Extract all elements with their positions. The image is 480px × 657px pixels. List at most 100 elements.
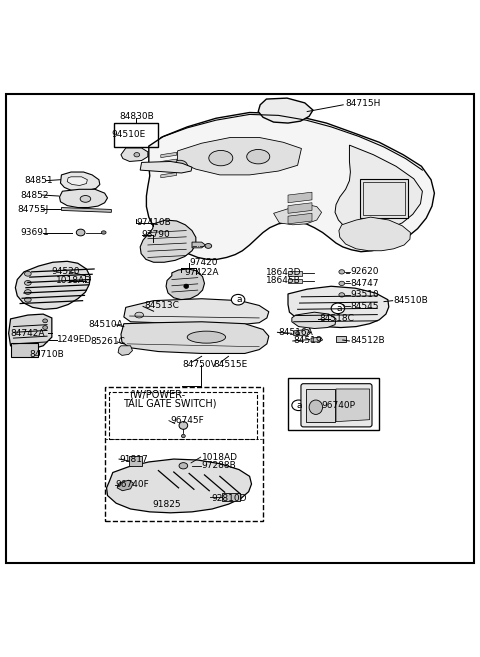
Polygon shape [67, 177, 87, 185]
Text: 84747: 84747 [350, 279, 379, 288]
Ellipse shape [179, 463, 188, 469]
Polygon shape [288, 193, 312, 203]
Text: a: a [297, 401, 302, 410]
Text: 84830B: 84830B [120, 112, 154, 121]
Text: 84851: 84851 [24, 176, 53, 185]
Text: 93691: 93691 [20, 228, 49, 237]
Text: 92810D: 92810D [211, 494, 247, 503]
Text: 84755J: 84755J [17, 205, 48, 214]
Ellipse shape [205, 244, 212, 248]
Polygon shape [60, 172, 100, 191]
Ellipse shape [135, 312, 144, 318]
Text: 84510A: 84510A [89, 320, 123, 329]
Text: 18645B: 18645B [266, 276, 301, 285]
Text: 18643D: 18643D [266, 268, 302, 277]
Ellipse shape [339, 281, 345, 286]
Ellipse shape [43, 319, 48, 323]
Text: 84750V: 84750V [182, 360, 217, 369]
Ellipse shape [24, 281, 31, 285]
Text: 84519: 84519 [294, 336, 323, 346]
Polygon shape [274, 205, 322, 225]
Polygon shape [9, 314, 52, 350]
Polygon shape [140, 220, 196, 262]
Text: 84518C: 84518C [319, 315, 354, 323]
Polygon shape [288, 214, 312, 224]
Text: 94510E: 94510E [111, 129, 146, 139]
Ellipse shape [43, 326, 48, 329]
Polygon shape [146, 112, 434, 260]
Bar [114, 123, 158, 147]
Text: 84545: 84545 [350, 302, 379, 311]
Ellipse shape [24, 290, 31, 294]
Text: 84510B: 84510B [394, 296, 428, 305]
Polygon shape [288, 203, 312, 214]
Ellipse shape [309, 400, 323, 415]
Polygon shape [336, 389, 370, 422]
Ellipse shape [80, 196, 91, 202]
Bar [288, 279, 302, 283]
Polygon shape [161, 173, 177, 178]
Text: a: a [336, 304, 342, 313]
Bar [306, 389, 335, 422]
Bar [288, 271, 302, 276]
Text: 92620: 92620 [350, 267, 379, 277]
Ellipse shape [292, 400, 305, 411]
Polygon shape [178, 137, 301, 175]
Ellipse shape [24, 271, 31, 276]
Text: 1018AD: 1018AD [56, 276, 92, 285]
Ellipse shape [296, 332, 300, 335]
Polygon shape [121, 322, 269, 353]
Text: 93790: 93790 [142, 231, 170, 239]
Ellipse shape [76, 229, 85, 236]
Ellipse shape [179, 422, 188, 429]
Ellipse shape [187, 331, 226, 343]
Ellipse shape [101, 231, 106, 234]
Polygon shape [118, 346, 132, 355]
Text: 84710B: 84710B [30, 350, 64, 359]
Text: 84852: 84852 [20, 191, 48, 200]
Polygon shape [192, 242, 205, 248]
Text: 84742A: 84742A [11, 328, 45, 338]
Ellipse shape [339, 270, 345, 274]
Bar [11, 343, 38, 357]
Polygon shape [121, 148, 148, 162]
Polygon shape [339, 217, 410, 251]
Ellipse shape [134, 152, 140, 157]
Polygon shape [161, 159, 177, 164]
Bar [222, 493, 240, 501]
Polygon shape [124, 299, 269, 325]
Text: 96745F: 96745F [170, 416, 204, 425]
Ellipse shape [339, 293, 345, 297]
Polygon shape [140, 162, 192, 173]
Bar [105, 387, 263, 522]
Text: 84715H: 84715H [346, 99, 381, 108]
Polygon shape [258, 98, 313, 123]
Text: 96740F: 96740F [115, 480, 149, 489]
Text: 1249ED: 1249ED [57, 335, 92, 344]
Ellipse shape [247, 149, 270, 164]
Bar [336, 336, 346, 342]
Polygon shape [311, 337, 323, 342]
Text: 91825: 91825 [153, 500, 181, 509]
Text: 96740P: 96740P [322, 401, 356, 410]
Text: 94520: 94520 [52, 267, 80, 277]
Text: 97410B: 97410B [137, 218, 171, 227]
Polygon shape [61, 208, 111, 212]
Text: 84513C: 84513C [144, 301, 179, 310]
Polygon shape [15, 261, 90, 309]
Polygon shape [335, 145, 422, 233]
Polygon shape [161, 152, 177, 158]
Polygon shape [161, 166, 177, 171]
Polygon shape [117, 480, 133, 491]
Text: 85261C: 85261C [90, 338, 125, 346]
Text: 97420: 97420 [190, 258, 218, 267]
Text: 84515E: 84515E [213, 360, 247, 369]
Ellipse shape [181, 434, 185, 438]
Bar [363, 181, 405, 215]
Ellipse shape [331, 303, 345, 313]
Polygon shape [60, 189, 108, 208]
Text: 1018AD: 1018AD [202, 453, 238, 462]
Bar [288, 378, 379, 430]
Bar [109, 392, 257, 439]
Ellipse shape [339, 304, 345, 309]
